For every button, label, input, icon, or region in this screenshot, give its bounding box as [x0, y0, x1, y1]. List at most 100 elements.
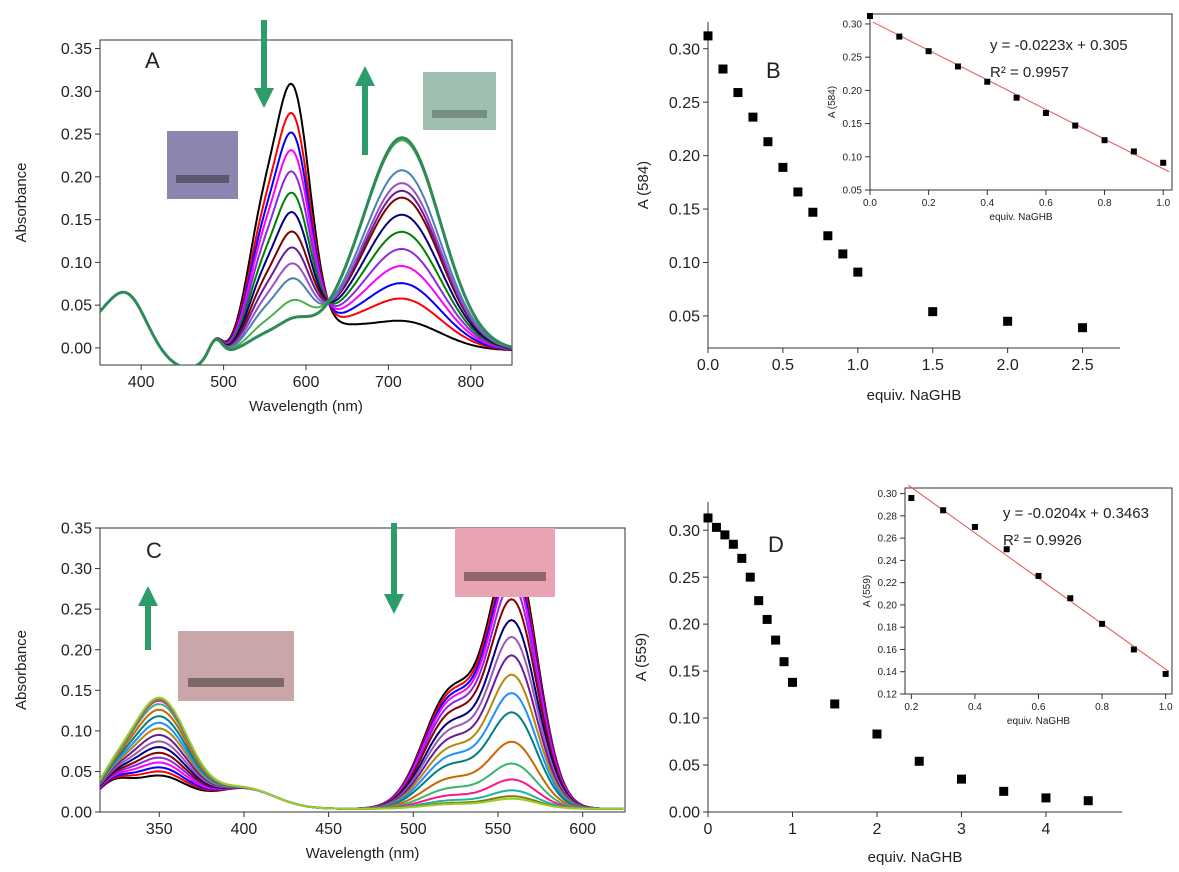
a-y-tick-label: 0.10 [61, 255, 92, 272]
panel-b: 0.0 0.5 1.0 1.5 2.0 2.5 0.05 0.10 0.15 0.20 0.25 0.… [635, 12, 1173, 404]
c-spectrum-line [100, 696, 624, 810]
c-y-tick-label: 0.00 [61, 805, 92, 822]
a-y-tick-label: 0.05 [61, 298, 92, 315]
d-x-tick-label: 3 [957, 821, 966, 838]
d-y-tick-label: 0.10 [669, 711, 700, 728]
a-y-axis-label: Absorbance [13, 162, 30, 242]
a-y-tick-label: 0.15 [61, 212, 92, 229]
d-data-point [956, 774, 966, 784]
a-up-arrow-icon [355, 66, 375, 86]
b-y-tick-label: 0.05 [669, 309, 700, 326]
panel-a: 400 500 600 700 800 0.00 0.05 0.10 0.15 0.20 0.25 0… [13, 20, 513, 415]
panel-d: 0 1 2 3 4 0.00 0.05 0.10 0.15 0.20 0.25 0.30 equiv. … [633, 484, 1173, 866]
d-y-tick-label: 0.30 [669, 523, 700, 540]
d-data-point [779, 657, 789, 667]
b-x-axis-label: equiv. NaGHB [867, 387, 962, 404]
b-y-tick-label: 0.30 [669, 41, 700, 58]
b-inset-x-tick-label: 1.0 [1156, 198, 1170, 209]
b-data-point [748, 112, 758, 122]
b-x-tick-label: 1.0 [847, 357, 869, 374]
b-inset-x-tick-label: 0.6 [1039, 198, 1053, 209]
b-inset-y-axis-label: A (584) [827, 86, 838, 118]
d-inset-y-tick-label: 0.14 [878, 667, 898, 678]
c-y-tick-label: 0.35 [61, 521, 92, 538]
b-data-point [763, 137, 773, 147]
b-inset-y-tick-label: 0.15 [843, 119, 863, 130]
c-y-tick-label: 0.15 [61, 683, 92, 700]
a-x-tick-label: 800 [457, 374, 484, 391]
d-inset-x-tick-label: 1.0 [1159, 702, 1173, 713]
b-y-tick-label: 0.15 [669, 202, 700, 219]
a-x-tick-label: 600 [293, 374, 320, 391]
a-panel-label: A [145, 48, 160, 73]
b-inset-bg [870, 14, 1172, 190]
b-inset-data-point [1072, 122, 1079, 129]
d-inset-y-tick-label: 0.28 [878, 511, 898, 522]
b-inset-y-tick-label: 0.30 [843, 19, 863, 30]
a-vial-band [432, 110, 487, 118]
c-x-tick-label: 550 [485, 821, 512, 838]
c-y-axis-label: Absorbance [13, 630, 30, 710]
a-x-tick-label: 700 [375, 374, 402, 391]
d-x-tick-label: 0 [704, 821, 713, 838]
c-y-tick-label: 0.10 [61, 723, 92, 740]
c-x-tick-label: 350 [146, 821, 173, 838]
c-plot-frame [99, 527, 626, 813]
d-data-point [787, 677, 797, 687]
b-inset-y-tick-label: 0.20 [843, 86, 863, 97]
a-y-tick-label: 0.20 [61, 169, 92, 186]
b-inset-data-point [1042, 109, 1049, 116]
b-inset-x-tick-label: 0.0 [863, 198, 877, 209]
d-inset-y-tick-label: 0.12 [878, 690, 898, 701]
d-inset-data-point [940, 507, 947, 514]
d-data-point [711, 522, 721, 532]
b-x-tick-label: 2.0 [997, 357, 1019, 374]
c-down-arrow-icon [384, 594, 404, 614]
a-x-tick-label: 500 [210, 374, 237, 391]
d-data-point [762, 614, 772, 624]
a-y-tick-label: 0.35 [61, 41, 92, 58]
d-fit-r2: R² = 0.9926 [1003, 532, 1082, 549]
b-x-tick-label: 0.0 [697, 357, 719, 374]
purple-solution-photo [167, 131, 238, 199]
c-y-tick-label: 0.25 [61, 602, 92, 619]
b-inset-data-point [896, 33, 903, 40]
d-x-tick-label: 4 [1042, 821, 1051, 838]
d-inset-y-tick-label: 0.22 [878, 578, 898, 589]
c-y-tick-label: 0.05 [61, 764, 92, 781]
b-data-point [733, 88, 743, 98]
d-y-tick-label: 0.25 [669, 570, 700, 587]
d-x-tick-label: 2 [873, 821, 882, 838]
d-y-axis-label: A (559) [633, 633, 650, 681]
d-data-point [728, 539, 738, 549]
d-inset-data-point [1130, 646, 1137, 653]
b-inset-x-tick-label: 0.4 [980, 198, 994, 209]
b-x-tick-label: 1.5 [922, 357, 944, 374]
b-inset-x-axis-label: equiv. NaGHB [989, 212, 1053, 223]
d-inset-data-point [1099, 620, 1106, 627]
d-inset-y-tick-label: 0.18 [878, 623, 898, 634]
b-y-tick-label: 0.20 [669, 148, 700, 165]
d-inset-y-axis-label: A (559) [862, 575, 873, 607]
d-inset-data-point [971, 523, 978, 530]
c-panel-label: C [146, 538, 162, 563]
b-data-point [1078, 323, 1088, 333]
c-vial-band [464, 572, 546, 581]
b-inset-y-tick-label: 0.05 [843, 186, 863, 197]
d-inset-y-tick-label: 0.30 [878, 489, 898, 500]
d-y-tick-label: 0.20 [669, 617, 700, 634]
b-inset-plot-frame [869, 13, 1173, 191]
b-y-tick-label: 0.25 [669, 95, 700, 112]
d-inset-x-tick-label: 0.4 [968, 702, 982, 713]
b-data-point [928, 307, 938, 317]
d-data-point [830, 699, 840, 709]
b-inset-data-point [867, 12, 873, 19]
a-y-tick-label: 0.25 [61, 127, 92, 144]
b-data-point [808, 207, 818, 217]
pale-pink-solution-photo [178, 631, 294, 701]
d-inset-data-point [1067, 595, 1074, 602]
a-y-tick-label: 0.30 [61, 84, 92, 101]
d-data-point [771, 635, 781, 645]
b-panel-label: B [766, 58, 781, 83]
